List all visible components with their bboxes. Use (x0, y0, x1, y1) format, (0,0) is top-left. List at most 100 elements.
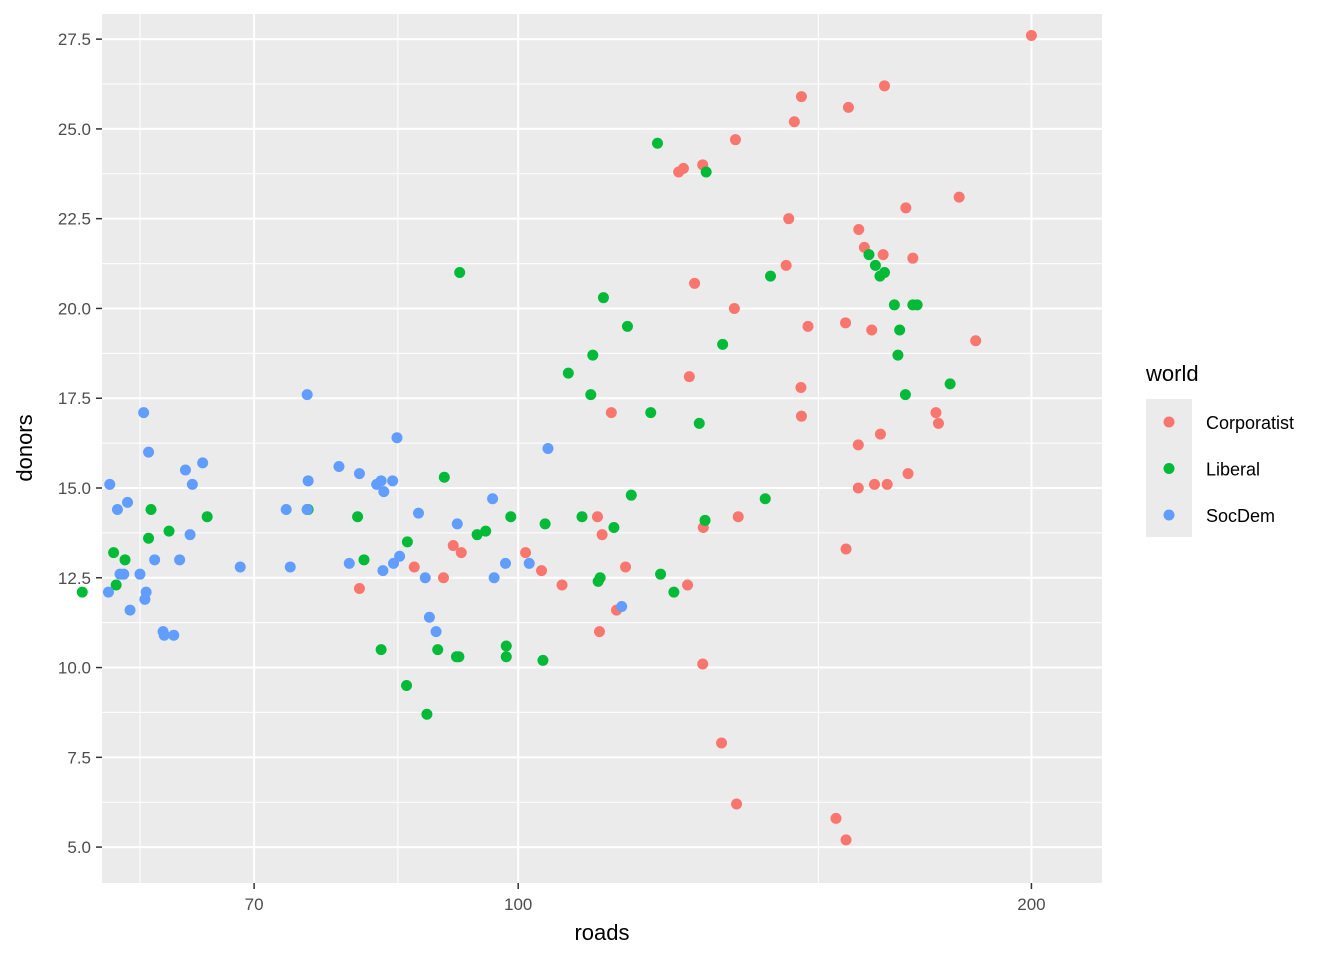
data-point (76, 586, 88, 598)
data-point (168, 629, 180, 641)
data-point (122, 496, 134, 508)
data-point (596, 529, 608, 541)
legend-title: world (1145, 361, 1199, 386)
data-point (301, 504, 313, 516)
data-point (143, 446, 155, 458)
y-tick-label: 15.0 (58, 479, 91, 498)
data-point (487, 493, 499, 505)
data-point (830, 812, 842, 824)
data-point (930, 407, 942, 419)
data-point (953, 191, 965, 203)
data-point (852, 482, 864, 494)
data-point (759, 493, 771, 505)
data-point (868, 478, 880, 490)
data-point (1025, 30, 1037, 42)
data-point (907, 252, 919, 264)
y-tick-label: 27.5 (58, 30, 91, 49)
data-point (902, 468, 914, 480)
data-point (447, 539, 459, 551)
data-point (110, 579, 122, 591)
x-axis: 70 100 200 (245, 883, 1046, 914)
data-point (124, 604, 136, 616)
data-point (375, 475, 387, 487)
data-point (391, 432, 403, 444)
data-point (423, 611, 435, 623)
legend-key-corporatist (1163, 416, 1175, 428)
data-point (693, 417, 705, 429)
data-point (853, 223, 865, 235)
y-tick-label: 20.0 (58, 299, 91, 318)
data-point (201, 511, 213, 523)
data-point (932, 417, 944, 429)
data-point (284, 561, 296, 573)
data-point (353, 583, 365, 595)
data-point (840, 543, 852, 555)
data-point (430, 626, 442, 638)
data-point (795, 91, 807, 103)
data-point (451, 518, 463, 530)
data-point (866, 324, 878, 336)
data-point (134, 568, 146, 580)
data-point (520, 547, 532, 559)
data-point (881, 478, 893, 490)
data-point (899, 389, 911, 401)
data-point (732, 511, 744, 523)
data-point (488, 572, 500, 584)
data-point (480, 525, 492, 537)
data-point (455, 547, 467, 559)
x-tick-label: 70 (245, 895, 264, 914)
series-liberal (76, 137, 956, 720)
data-point (717, 338, 729, 350)
data-point (592, 575, 604, 587)
data-point (892, 349, 904, 361)
y-tick-label: 17.5 (58, 389, 91, 408)
data-point (652, 137, 664, 149)
data-point (562, 367, 574, 379)
data-point (585, 389, 597, 401)
data-point (419, 572, 431, 584)
data-point (888, 299, 900, 311)
data-point (280, 504, 292, 516)
data-point (605, 407, 617, 419)
data-point (802, 320, 814, 332)
data-point (387, 475, 399, 487)
data-point (104, 478, 116, 490)
data-point (625, 489, 637, 501)
data-point (388, 557, 400, 569)
data-point (689, 277, 701, 289)
data-point (500, 640, 512, 652)
grid-major (102, 14, 1102, 883)
data-point (302, 475, 314, 487)
data-point (728, 302, 740, 314)
data-point (863, 249, 875, 261)
data-point (944, 378, 956, 390)
y-tick-label: 12.5 (58, 569, 91, 588)
data-point (158, 629, 170, 641)
data-point (378, 486, 390, 498)
legend-label-corporatist: Corporatist (1206, 413, 1294, 433)
x-tick-label: 200 (1017, 895, 1045, 914)
data-point (471, 529, 483, 541)
data-point (655, 568, 667, 580)
data-point (352, 511, 364, 523)
data-point (869, 259, 881, 271)
grid-minor (102, 14, 1102, 883)
data-point (500, 557, 512, 569)
data-point (878, 80, 890, 92)
data-point (186, 478, 198, 490)
data-point (852, 439, 864, 451)
data-point (621, 320, 633, 332)
data-point (682, 579, 694, 591)
data-point (301, 389, 313, 401)
x-axis-title: roads (574, 920, 629, 945)
data-point (716, 737, 728, 749)
data-point (894, 324, 906, 336)
data-point (900, 202, 912, 214)
data-point (877, 249, 889, 261)
data-point (174, 554, 186, 566)
data-point (668, 586, 680, 598)
legend-key-liberal (1163, 463, 1175, 474)
data-point (438, 471, 450, 483)
data-point (697, 658, 709, 670)
data-point (163, 525, 175, 537)
